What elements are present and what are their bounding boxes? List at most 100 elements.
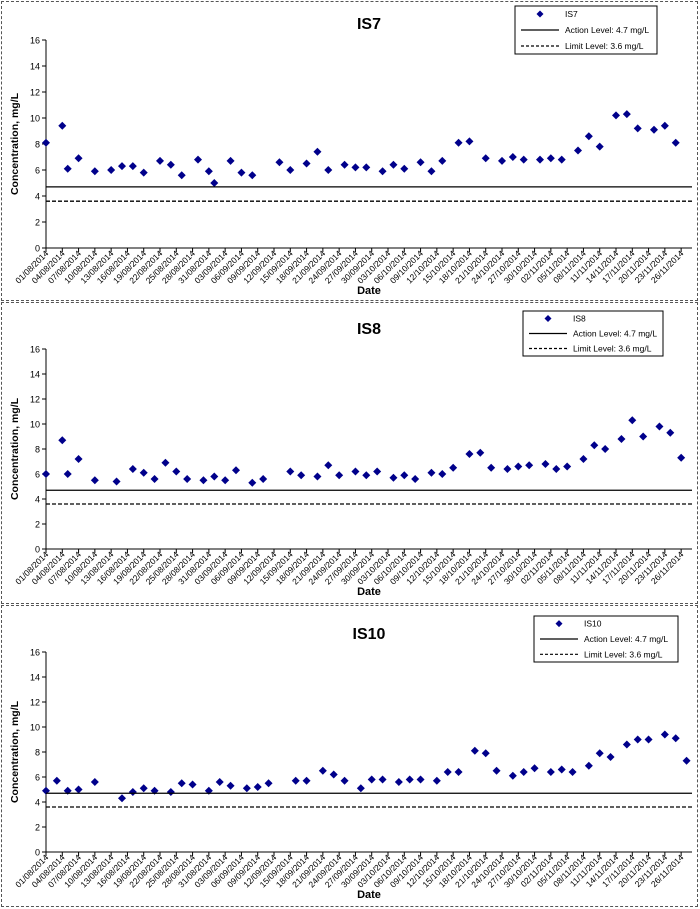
data-point — [74, 455, 83, 463]
data-point — [411, 475, 420, 483]
data-point — [128, 788, 137, 796]
data-point — [498, 156, 506, 165]
data-point — [660, 121, 669, 130]
data-point — [259, 475, 268, 483]
data-point — [248, 171, 257, 180]
data-point — [210, 179, 219, 187]
legend-marker — [555, 620, 563, 628]
data-point — [530, 764, 539, 773]
data-point — [584, 132, 593, 141]
data-point — [579, 455, 588, 463]
data-point — [362, 471, 371, 480]
data-point — [622, 740, 631, 749]
data-point — [671, 138, 680, 147]
data-point — [622, 110, 631, 119]
data-point — [438, 470, 447, 478]
data-point — [546, 154, 555, 163]
data-point — [666, 428, 675, 437]
y-tick-label: 10 — [30, 723, 40, 733]
data-point — [118, 794, 126, 803]
data-point — [476, 448, 485, 457]
data-point — [74, 785, 83, 794]
data-point — [416, 775, 425, 784]
data-point — [514, 462, 523, 471]
y-tick-label: 14 — [30, 370, 40, 380]
y-tick-label: 4 — [35, 192, 40, 202]
data-point — [367, 775, 376, 784]
y-tick-label: 4 — [35, 495, 40, 505]
y-tick-label: 14 — [30, 62, 40, 72]
data-point — [378, 167, 387, 176]
data-point — [492, 766, 501, 775]
data-point — [481, 749, 490, 758]
data-point — [639, 432, 648, 441]
data-point — [221, 476, 230, 485]
data-point — [536, 155, 544, 164]
data-point — [215, 778, 224, 786]
legend: IS10 Action Level: 4.7 mg/L Limit Level: 3… — [533, 615, 679, 663]
data-point — [449, 463, 458, 472]
data-point — [264, 779, 273, 788]
x-axis-label: Date — [357, 889, 381, 901]
data-point — [74, 154, 83, 163]
data-point — [612, 111, 620, 120]
data-point — [194, 155, 202, 164]
data-point — [454, 138, 463, 147]
data-point — [650, 125, 658, 134]
data-point — [351, 163, 360, 172]
data-point — [58, 121, 67, 130]
data-point — [427, 468, 436, 477]
data-point — [606, 753, 615, 761]
data-point — [286, 166, 295, 174]
data-point — [563, 462, 572, 471]
data-point — [139, 468, 148, 477]
scatter-series — [42, 416, 686, 487]
data-point — [166, 160, 175, 169]
data-point — [400, 164, 409, 173]
data-point — [58, 436, 67, 445]
y-tick-label: 6 — [35, 470, 40, 480]
x-axis-label: Date — [357, 586, 381, 598]
data-point — [568, 768, 577, 776]
data-point — [633, 735, 642, 744]
data-point — [139, 168, 148, 177]
y-tick-label: 4 — [35, 798, 40, 808]
data-point — [90, 778, 99, 786]
data-point — [210, 472, 219, 481]
data-point — [313, 472, 322, 481]
y-tick-label: 0 — [35, 545, 40, 555]
data-point — [335, 471, 344, 480]
y-axis-label: Concentration, mg/L — [9, 92, 21, 195]
chart-panel-is7: IS7 0 2 4 6 8 10 12 14 16 Concentration, mg/L 01/08… — [1, 1, 698, 301]
data-point — [318, 766, 327, 775]
data-point — [237, 168, 246, 177]
y-tick-label: 12 — [30, 88, 40, 98]
y-tick-label: 6 — [35, 166, 40, 176]
data-point — [329, 770, 338, 779]
data-point — [557, 765, 566, 774]
data-point — [503, 465, 512, 473]
data-point — [128, 465, 137, 473]
y-tick-label: 0 — [35, 244, 40, 254]
data-point — [373, 467, 382, 476]
data-point — [340, 776, 349, 785]
data-point — [628, 416, 637, 425]
y-tick-label: 10 — [30, 420, 40, 430]
data-point — [617, 435, 626, 443]
y-tick-label: 8 — [35, 748, 40, 758]
legend-label: IS8 — [573, 314, 586, 324]
data-point — [177, 779, 186, 788]
y-tick-label: 6 — [35, 773, 40, 783]
data-point — [416, 158, 425, 167]
data-point — [139, 784, 148, 793]
data-point — [660, 730, 669, 739]
data-point — [584, 761, 593, 770]
data-point — [324, 461, 333, 470]
legend-label: IS10 — [584, 619, 602, 629]
data-point — [595, 749, 604, 758]
data-point — [242, 784, 251, 793]
legend-label: Limit Level: 3.6 mg/L — [573, 344, 652, 354]
y-tick-label: 16 — [30, 36, 40, 46]
